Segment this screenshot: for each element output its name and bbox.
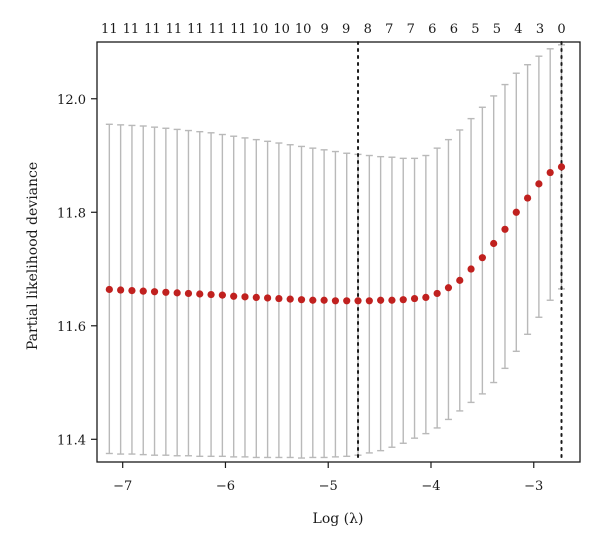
error-bar: [467, 117, 475, 404]
x-tick-label: −4: [421, 479, 440, 494]
top-axis-label: 6: [450, 22, 458, 37]
top-axis-label: 5: [471, 22, 479, 37]
x-tick-label: −3: [524, 479, 543, 494]
axes: [96, 41, 581, 463]
deviance-point: [343, 297, 351, 305]
deviance-point: [297, 296, 306, 304]
deviance-point: [535, 180, 543, 188]
deviance-point: [377, 296, 385, 304]
y-tick-label: 11.8: [57, 206, 86, 221]
error-bar: [433, 147, 441, 429]
deviance-point: [117, 286, 125, 294]
deviance-point: [388, 296, 396, 304]
top-axis-label: 11: [101, 22, 118, 37]
x-axis-title: Log (λ): [313, 511, 364, 527]
plot-frame: [96, 41, 581, 463]
top-axis-label: 10: [273, 22, 290, 37]
deviance-point: [410, 294, 419, 303]
deviance-point: [184, 289, 193, 298]
deviance-point: [331, 297, 340, 305]
deviance-point: [456, 276, 464, 284]
top-axis-label: 11: [123, 22, 140, 37]
deviance-point: [490, 239, 498, 248]
deviance-point: [512, 208, 520, 216]
y-axis-ticks: 11.4 11.6 11.8 12.0: [57, 93, 97, 448]
top-axis-label: 8: [364, 22, 372, 37]
top-axis-label: 11: [230, 22, 247, 37]
x-tick-label: −7: [113, 479, 132, 494]
error-bar: [456, 129, 464, 412]
deviance-point: [139, 287, 147, 295]
deviance-point: [422, 293, 430, 302]
x-tick-label: −6: [216, 479, 235, 494]
deviance-point: [286, 295, 294, 303]
error-bar: [490, 95, 498, 384]
deviance-point: [467, 265, 475, 273]
y-tick-label: 12.0: [57, 93, 86, 108]
deviance-point: [557, 163, 566, 171]
x-tick-label: −5: [319, 479, 338, 494]
deviance-point: [365, 297, 373, 305]
deviance-point: [162, 288, 170, 296]
top-axis-label: 5: [493, 22, 501, 37]
deviance-point: [196, 290, 204, 298]
deviance-point: [433, 289, 441, 298]
top-axis-label: 9: [321, 22, 329, 37]
top-axis-label: 11: [187, 22, 204, 37]
top-axis-label: 4: [514, 22, 522, 37]
deviance-point: [523, 194, 532, 202]
top-axis-labels: 11 11 11 11 11 11 11 10 10 10 9 9 8 7 7 6 6 5 5 4 3 0: [101, 22, 566, 37]
top-axis-label: 3: [536, 22, 544, 37]
error-bar: [478, 106, 486, 395]
top-axis-label: 10: [252, 22, 269, 37]
x-axis-ticks: −7 −6 −5 −4 −3: [113, 462, 543, 494]
top-axis-label: 11: [166, 22, 183, 37]
deviance-point: [320, 296, 328, 304]
deviance-point: [275, 294, 283, 303]
deviance-point: [444, 284, 453, 292]
deviance-point: [546, 168, 554, 177]
error-bar: [354, 153, 362, 456]
deviance-point: [128, 286, 136, 295]
top-axis-label: 0: [557, 22, 565, 37]
error-bars: [105, 44, 566, 459]
y-tick-label: 11.6: [57, 320, 86, 335]
deviance-point: [399, 296, 407, 304]
top-axis-label: 10: [295, 22, 312, 37]
deviance-point: [241, 293, 249, 301]
y-tick-label: 11.4: [57, 433, 86, 448]
deviance-point: [354, 297, 362, 305]
deviance-point: [218, 291, 226, 299]
reference-lines: [357, 41, 563, 463]
top-axis-label: 9: [342, 22, 350, 37]
deviance-point: [309, 296, 317, 304]
error-bar: [343, 152, 351, 458]
top-axis-label: 11: [144, 22, 161, 37]
deviance-point: [263, 294, 272, 302]
top-axis-label: 11: [209, 22, 226, 37]
deviance-point: [173, 289, 181, 297]
deviance-point: [207, 290, 215, 299]
y-axis-title: Partial likelihood deviance: [25, 162, 41, 350]
top-axis-label: 6: [428, 22, 436, 37]
deviance-point: [501, 225, 509, 233]
deviance-point: [478, 254, 486, 262]
error-bar: [444, 138, 452, 421]
deviance-point: [105, 285, 113, 294]
top-axis-label: 7: [385, 22, 393, 37]
deviance-point: [150, 288, 159, 296]
top-axis-label: 7: [407, 22, 415, 37]
deviance-points: [105, 163, 566, 305]
deviance-point: [252, 293, 260, 302]
deviance-point: [230, 292, 238, 300]
